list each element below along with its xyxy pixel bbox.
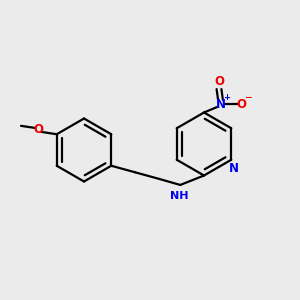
Text: O: O — [236, 98, 247, 111]
Text: O: O — [214, 75, 224, 88]
Text: +: + — [224, 93, 231, 102]
Text: −: − — [244, 93, 252, 102]
Text: N: N — [215, 98, 226, 111]
Text: NH: NH — [169, 191, 188, 201]
Text: N: N — [228, 162, 239, 175]
Text: O: O — [33, 123, 43, 136]
